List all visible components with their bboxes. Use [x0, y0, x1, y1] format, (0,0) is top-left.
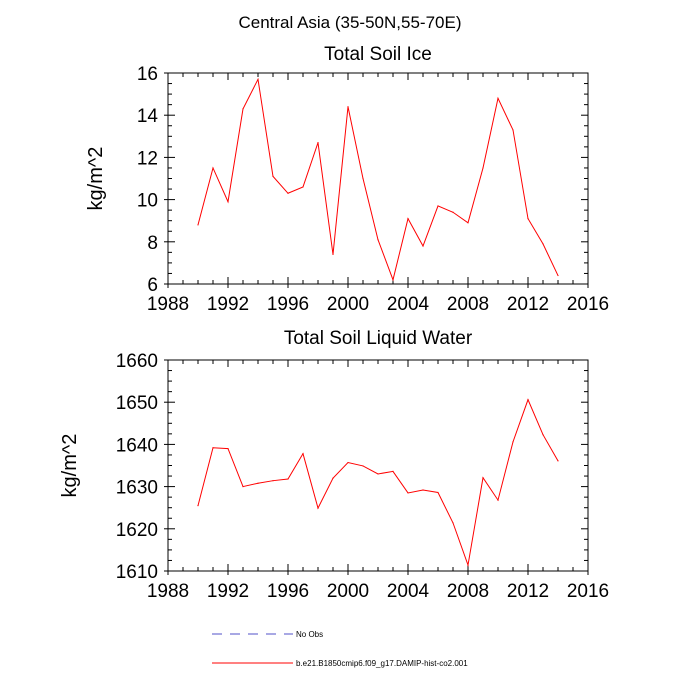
y-tick-label: 12	[137, 148, 158, 169]
data-point	[482, 167, 484, 169]
plot-frame	[167, 359, 589, 572]
x-tick-label: 1988	[147, 294, 189, 315]
x-tick-label: 1988	[147, 581, 189, 602]
data-point	[452, 211, 454, 213]
x-tick-label: 2012	[507, 294, 549, 315]
x-tick-label: 2000	[327, 581, 369, 602]
y-axis-label: kg/m^2	[59, 434, 81, 498]
y-tick-label: 1650	[116, 393, 158, 414]
data-point	[377, 473, 379, 475]
y-tick-label: 1640	[116, 435, 158, 456]
data-point	[527, 399, 529, 401]
y-tick-label: 16	[137, 64, 158, 85]
data-point	[542, 434, 544, 436]
data-point	[422, 489, 424, 491]
data-point	[212, 167, 214, 169]
y-tick-label: 6	[147, 275, 158, 296]
data-point	[272, 480, 274, 482]
data-point	[257, 482, 259, 484]
data-point	[362, 177, 364, 180]
y-tick-label: 14	[137, 106, 159, 127]
data-point	[452, 522, 454, 524]
data-point	[332, 253, 334, 256]
x-tick-label: 2000	[327, 294, 369, 315]
data-point	[467, 222, 469, 224]
y-tick-label: 10	[137, 191, 158, 212]
data-point	[347, 461, 349, 464]
legend-label: b.e21.B1850cmip6.f09_g17.DAMIP-hist-co2.…	[296, 659, 468, 668]
data-point	[227, 201, 229, 203]
x-tick-label: 2008	[447, 581, 489, 602]
data-point	[242, 486, 244, 488]
data-point	[527, 217, 529, 220]
y-tick-label: 1610	[116, 562, 158, 583]
data-point	[392, 470, 394, 473]
data-point	[197, 504, 199, 507]
data-point	[242, 108, 244, 110]
data-point	[302, 453, 304, 455]
data-point	[332, 477, 334, 479]
data-point	[422, 245, 424, 247]
data-point	[407, 492, 409, 494]
y-tick-label: 8	[147, 233, 158, 254]
data-point	[467, 564, 469, 566]
panel-title: Total Soil Ice	[324, 44, 432, 65]
y-tick-label: 1630	[116, 478, 158, 499]
data-point	[302, 186, 304, 188]
legend-label: No Obs	[296, 630, 323, 639]
data-point	[497, 499, 499, 501]
data-point	[512, 129, 514, 131]
panel-total-soil-liquid-water: Total Soil Liquid Water 1988 1992 1996 2000 2…	[59, 328, 609, 602]
figure-suptitle: Central Asia (35-50N,55-70E)	[238, 13, 461, 32]
x-tick-label: 2008	[447, 294, 489, 315]
x-tick-label: 2016	[567, 294, 609, 315]
y-tick-label: 1660	[116, 351, 158, 372]
data-point	[437, 491, 439, 494]
x-tick-label: 2004	[387, 294, 430, 315]
panel-total-soil-ice: Total Soil Ice 1988 1992 1996 2000 2004 2008 20…	[85, 44, 609, 315]
data-point	[437, 205, 439, 207]
data-point	[317, 142, 319, 144]
legend: No Obs b.e21.B1850cmip6.f09_g17.DAMIP-his…	[212, 630, 468, 668]
y-axis-label: kg/m^2	[85, 147, 107, 211]
y-tick-label: 1620	[116, 520, 158, 541]
x-tick-label: 2012	[507, 581, 549, 602]
data-point	[392, 279, 394, 281]
data-point	[287, 478, 289, 480]
data-point	[557, 274, 559, 277]
data-point	[482, 477, 484, 479]
data-point	[512, 441, 514, 443]
x-tick-label: 2016	[567, 581, 609, 602]
data-point	[362, 465, 364, 467]
x-tick-label: 1996	[267, 581, 309, 602]
data-point	[377, 239, 379, 241]
plot-frame	[167, 72, 589, 285]
data-point	[497, 97, 499, 99]
series-line	[197, 77, 559, 282]
x-tick-label: 2004	[387, 581, 430, 602]
data-point	[557, 460, 559, 462]
data-point	[227, 448, 229, 450]
panel-title: Total Soil Liquid Water	[284, 328, 473, 349]
x-tick-label: 1996	[267, 294, 309, 315]
data-point	[197, 224, 199, 226]
data-point	[212, 447, 214, 449]
x-tick-label: 1992	[207, 581, 249, 602]
data-point	[257, 78, 259, 80]
data-point	[347, 106, 349, 108]
data-point	[407, 217, 409, 220]
data-point	[272, 175, 274, 177]
data-point	[542, 243, 544, 245]
data-point	[317, 507, 319, 509]
data-point	[287, 192, 289, 194]
series-line	[197, 398, 559, 568]
x-tick-label: 1992	[207, 294, 249, 315]
